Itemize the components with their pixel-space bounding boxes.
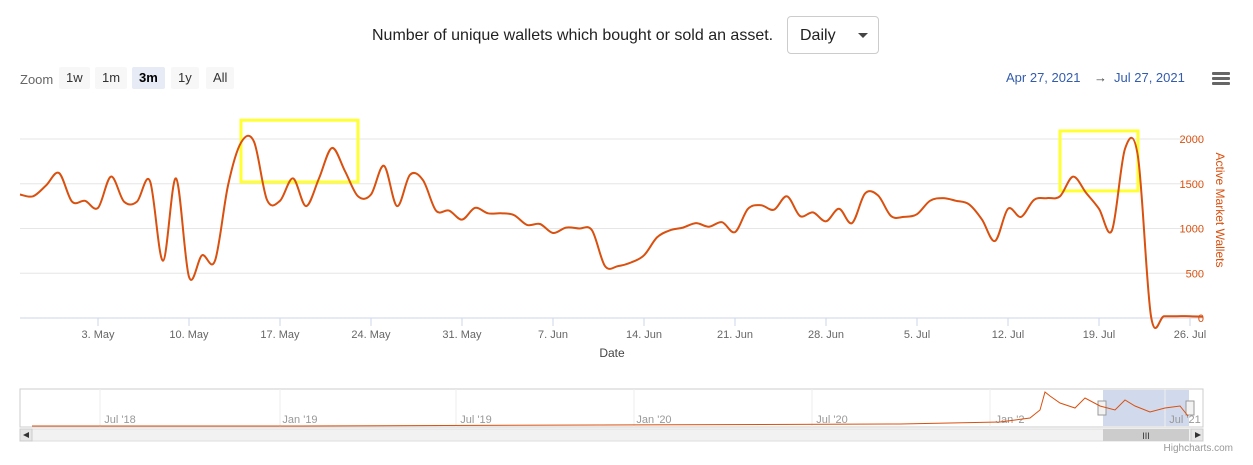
- navigator-label: Jan '2: [995, 414, 1024, 426]
- grid-lines: [20, 138, 1203, 319]
- navigator-frame: [19, 388, 1204, 428]
- y-axis-title: Active Market Wallets: [1213, 153, 1227, 268]
- period-select[interactable]: Daily: [787, 16, 879, 54]
- y-tick-label: 1500: [1180, 179, 1204, 191]
- zoom-3m-button[interactable]: 3m: [132, 67, 165, 89]
- highlight-box-1: [239, 118, 360, 184]
- x-axis-ticks: 3. May 10. May 17. May 24. May 31. May 7. Jun…: [81, 318, 1206, 341]
- y-axis-ticks: 0 500 1000 1500 2000: [1180, 134, 1204, 325]
- x-tick-label: 24. May: [351, 329, 391, 341]
- credits-link[interactable]: Highcharts.com: [1163, 443, 1233, 454]
- navigator-label: Jul '20: [816, 414, 847, 426]
- scrollbar-track[interactable]: [19, 428, 1204, 442]
- x-tick-label: 21. Jun: [717, 329, 753, 341]
- zoom-label: Zoom: [20, 72, 54, 87]
- x-tick-label: 7. Jun: [538, 329, 568, 341]
- x-tick-label: 26. Jul: [1174, 329, 1206, 341]
- zoom-1w-button[interactable]: 1w: [59, 67, 90, 89]
- range-from[interactable]: Apr 27, 2021: [1006, 70, 1081, 85]
- zoom-1y-button[interactable]: 1y: [171, 67, 199, 89]
- x-tick-label: 31. May: [442, 329, 482, 341]
- y-tick-label: 2000: [1180, 134, 1204, 146]
- scrollbar[interactable]: III: [19, 428, 1204, 442]
- chart-header: Number of unique wallets which bought or…: [0, 16, 1253, 56]
- navigator-label: Jan '19: [282, 414, 317, 426]
- range-to[interactable]: Jul 27, 2021: [1114, 70, 1185, 85]
- navigator-label: Jul '21: [1169, 414, 1200, 426]
- y-tick-label: 0: [1198, 313, 1204, 325]
- series-line: [19, 134, 1204, 329]
- navigator-handle-left[interactable]: [1097, 400, 1107, 416]
- chart-title: Number of unique wallets which bought or…: [372, 27, 774, 44]
- zoom-all-button[interactable]: All: [206, 67, 235, 89]
- x-tick-label: 10. May: [169, 329, 209, 341]
- y-tick-label: 1000: [1180, 224, 1204, 236]
- x-tick-label: 19. Jul: [1083, 329, 1115, 341]
- scrollbar-thumb[interactable]: [1103, 429, 1189, 441]
- navigator-label: Jan '20: [636, 414, 671, 426]
- x-tick-label: 14. Jun: [626, 329, 662, 341]
- y-tick-label: 500: [1186, 268, 1204, 280]
- x-tick-label: 12. Jul: [992, 329, 1024, 341]
- navigator-label: Jul '18: [104, 414, 135, 426]
- x-tick-label: 3. May: [81, 329, 115, 341]
- x-tick-label: 17. May: [260, 329, 300, 341]
- navigator-handle-right[interactable]: [1185, 400, 1195, 416]
- hamburger-menu-icon[interactable]: [1212, 72, 1230, 86]
- x-tick-label: 5. Jul: [904, 329, 930, 341]
- navigator-label: Jul '19: [460, 414, 491, 426]
- navigator[interactable]: Jul '18 Jan '19 Jul '19 Jan '20 Jul '20 Jan '…: [19, 388, 1204, 428]
- series-layer: [19, 134, 1204, 329]
- navigator-series-line: [32, 391, 1189, 427]
- highlight-box-2: [1058, 129, 1140, 193]
- x-axis-title: Date: [599, 346, 625, 360]
- navigator-labels: Jul '18 Jan '19 Jul '19 Jan '20 Jul '20 Jan '…: [99, 389, 1201, 427]
- x-tick-label: 28. Jun: [808, 329, 844, 341]
- scrollbar-grip-icon: III: [1142, 431, 1150, 441]
- highlight-boxes: [239, 118, 1140, 193]
- range-arrow: →: [1094, 70, 1107, 85]
- zoom-1m-button[interactable]: 1m: [95, 67, 128, 89]
- arrow-right-icon: [1195, 432, 1201, 438]
- period-select-value: Daily: [800, 27, 836, 44]
- chevron-down-icon: [858, 33, 868, 38]
- arrow-left-icon: [23, 432, 29, 438]
